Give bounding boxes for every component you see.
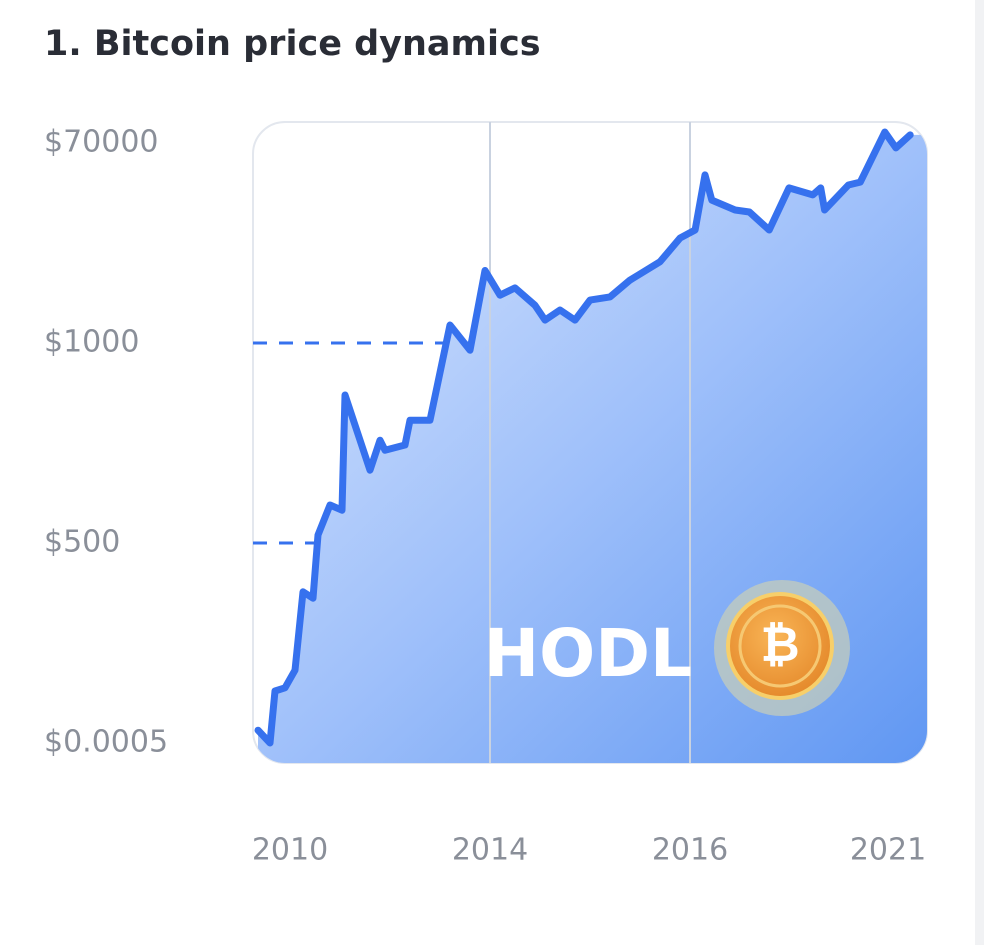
coin (726, 592, 834, 700)
coin-symbol: ₿ (760, 617, 799, 673)
y-tick-label: $70000 (44, 125, 159, 160)
chart-title: 1. Bitcoin price dynamics (44, 24, 541, 64)
y-tick-label: $1000 (44, 325, 139, 360)
badge-text: HODL (484, 615, 692, 692)
y-tick-label: $500 (44, 525, 120, 560)
x-tick-label: 2016 (652, 833, 728, 868)
y-tick-label: $0.0005 (44, 725, 168, 760)
x-tick-label: 2010 (252, 833, 328, 868)
x-tick-label: 2021 (850, 833, 926, 868)
x-tick-label: 2014 (452, 833, 528, 868)
scroll-strip (975, 0, 984, 945)
line (254, 128, 914, 747)
coin-inner (738, 604, 822, 688)
